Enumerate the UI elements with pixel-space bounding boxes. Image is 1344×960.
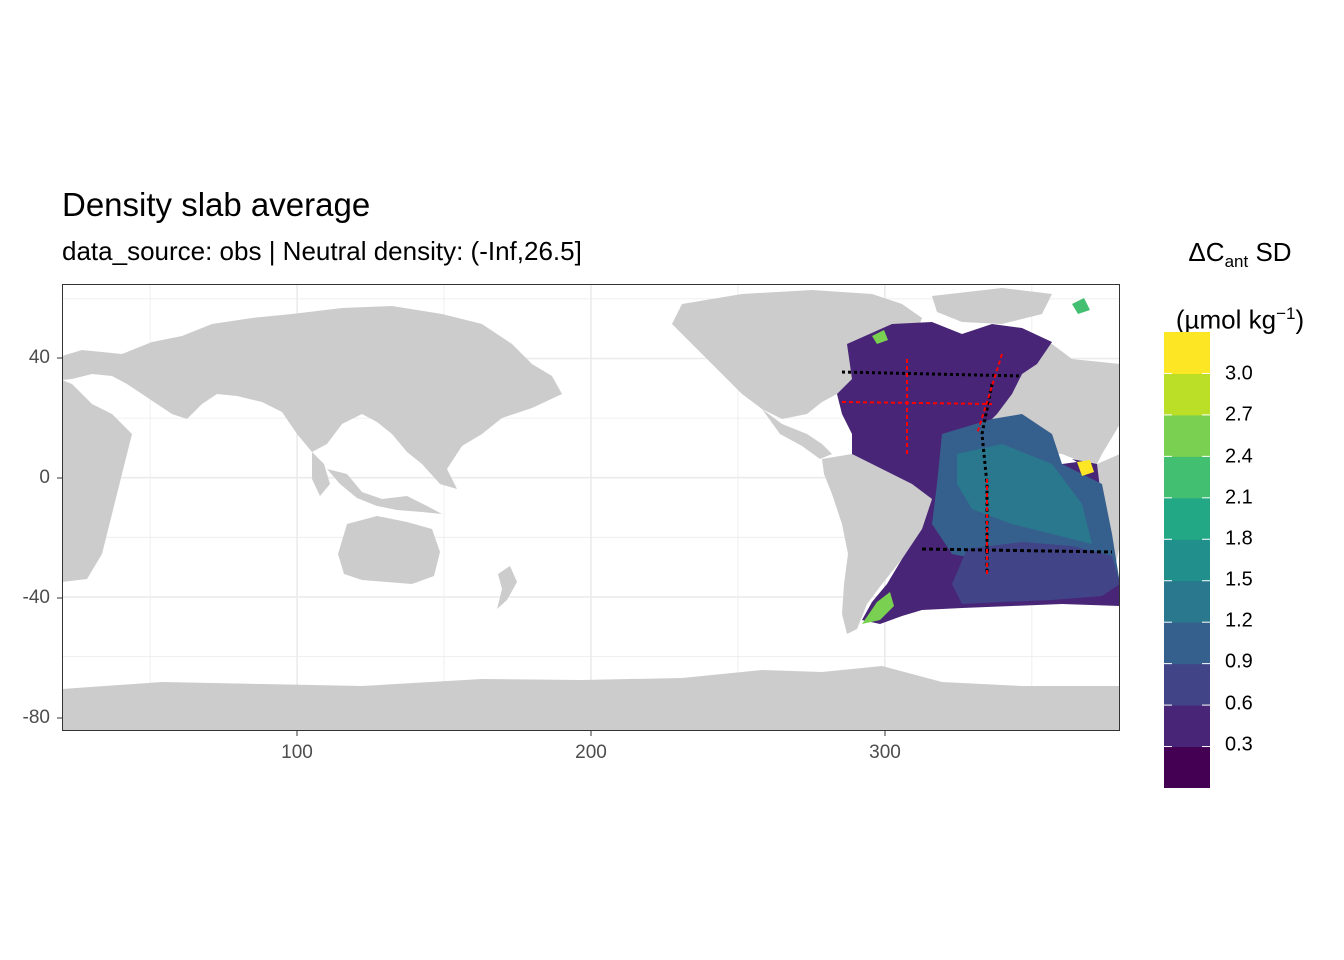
land-south-america bbox=[822, 454, 932, 634]
field-north-sea bbox=[1072, 298, 1090, 314]
legend-title-rest: SD bbox=[1248, 237, 1292, 267]
legend-swatch bbox=[1164, 663, 1210, 706]
x-tick-label-300: 300 bbox=[869, 742, 901, 763]
legend-swatch bbox=[1164, 580, 1210, 623]
land-antarctica bbox=[62, 666, 1120, 731]
legend-title-line2: (µmol kg−1) bbox=[1150, 288, 1330, 346]
legend-unit-open: (µmol kg bbox=[1175, 304, 1277, 335]
land-india bbox=[312, 452, 330, 496]
field-newfoundland bbox=[872, 330, 888, 344]
land-greenland bbox=[932, 288, 1052, 324]
legend-title: ΔCant SD (µmol kg−1) bbox=[1150, 226, 1330, 346]
land-africa-east bbox=[62, 380, 132, 582]
land-new-zealand bbox=[497, 566, 517, 609]
legend-swatch bbox=[1164, 414, 1210, 457]
legend-symbol: ΔC bbox=[1188, 237, 1225, 267]
land-eurasia bbox=[62, 306, 562, 489]
legend-swatch bbox=[1164, 746, 1210, 788]
legend-colorbar bbox=[1164, 332, 1210, 788]
y-axis-ticks bbox=[57, 357, 62, 719]
track-black-south bbox=[921, 547, 1113, 554]
legend-label: 1.8 bbox=[1225, 527, 1253, 550]
field-gulf-guinea bbox=[1077, 460, 1094, 476]
legend-label: 2.7 bbox=[1225, 403, 1253, 426]
observation-tracks bbox=[841, 353, 1113, 574]
y-tick-label-minus40: -40 bbox=[22, 587, 50, 608]
legend-label: 0.9 bbox=[1225, 650, 1253, 673]
legend-subscript: ant bbox=[1224, 252, 1249, 272]
x-tick-label-100: 100 bbox=[281, 742, 313, 763]
legend-swatch bbox=[1164, 456, 1210, 499]
legend-label: 3.0 bbox=[1225, 362, 1253, 385]
y-tick-label-0: 0 bbox=[39, 467, 50, 488]
legend-swatch bbox=[1164, 622, 1210, 665]
legend-swatch bbox=[1164, 705, 1210, 748]
track-black-north bbox=[841, 370, 1023, 378]
field-south-band bbox=[952, 542, 1120, 604]
land-indonesia bbox=[327, 469, 442, 514]
legend-swatch bbox=[1164, 373, 1210, 416]
legend-label: 1.5 bbox=[1225, 568, 1253, 591]
x-axis-ticks bbox=[296, 731, 886, 736]
legend-title-line1: ΔCant SD bbox=[1150, 226, 1330, 288]
legend-label: 0.3 bbox=[1225, 733, 1253, 756]
land-japan bbox=[462, 372, 487, 416]
legend-label: 1.2 bbox=[1225, 609, 1253, 632]
y-tick-label-minus80: -80 bbox=[22, 707, 50, 728]
land-central-america bbox=[762, 409, 832, 459]
legend-label: 2.4 bbox=[1225, 445, 1253, 468]
legend-label: 0.6 bbox=[1225, 692, 1253, 715]
x-tick-label-200: 200 bbox=[575, 742, 607, 763]
legend-swatch bbox=[1164, 497, 1210, 540]
legend-swatch bbox=[1164, 539, 1210, 582]
legend-unit-sup: −1 bbox=[1276, 304, 1296, 324]
field-patagonia bbox=[862, 592, 894, 624]
plot-subtitle: data_source: obs | Neutral density: (-In… bbox=[62, 236, 582, 266]
plot-title: Density slab average bbox=[62, 186, 371, 223]
map-panel bbox=[62, 284, 1120, 731]
legend-label: 2.1 bbox=[1225, 486, 1253, 509]
legend-unit-close: ) bbox=[1295, 304, 1305, 335]
land-north-america bbox=[672, 290, 922, 419]
land-australia bbox=[338, 516, 440, 584]
y-tick-label-40: 40 bbox=[28, 347, 50, 368]
panel-border bbox=[62, 284, 1120, 731]
field-high bbox=[957, 444, 1092, 544]
legend-swatch bbox=[1164, 332, 1210, 374]
